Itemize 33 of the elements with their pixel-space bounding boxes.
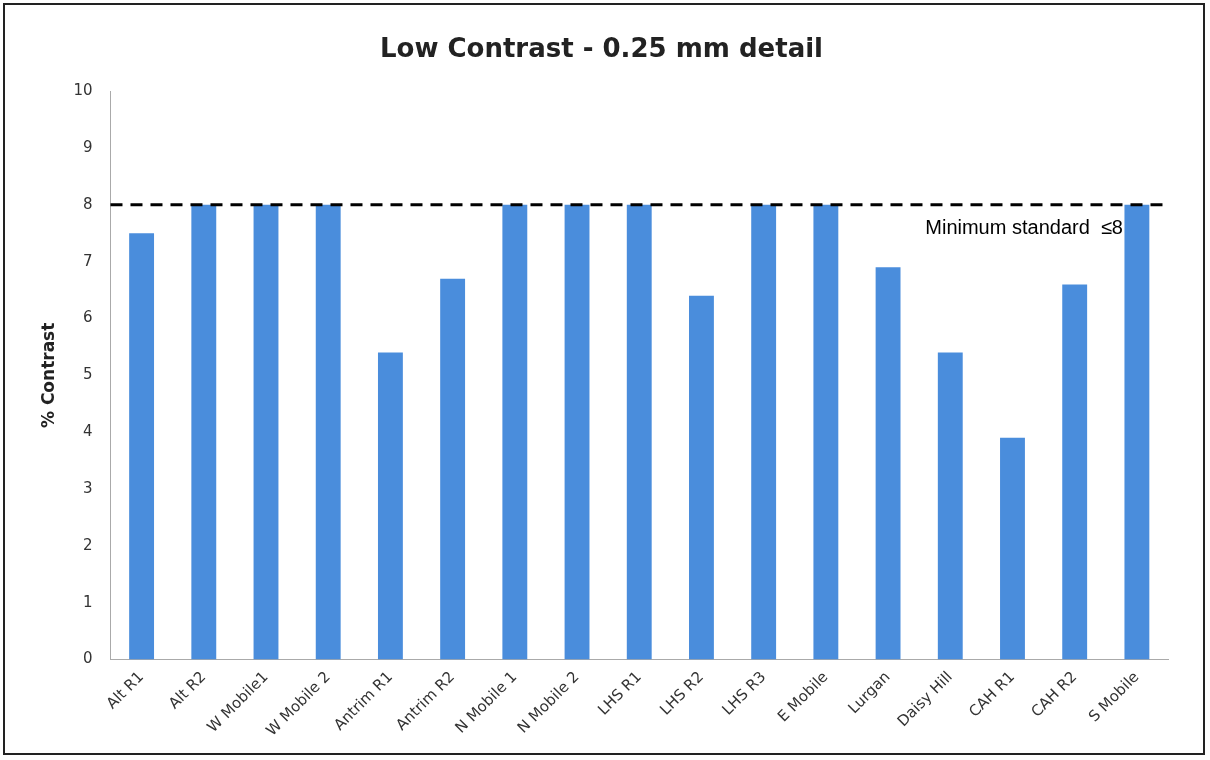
- ref-line-label: Minimum standard ≤8: [925, 216, 1123, 239]
- y-tick-label: 3: [82, 478, 93, 497]
- bar: [129, 233, 155, 660]
- y-tick-label: 7: [82, 251, 93, 270]
- bar: [440, 278, 466, 660]
- bar: [315, 204, 341, 660]
- bar: [875, 267, 901, 660]
- chart-title: Low Contrast - 0.25 mm detail: [379, 33, 824, 64]
- y-tick-label: 2: [82, 535, 93, 554]
- y-tick-label: 5: [82, 365, 93, 384]
- bar: [689, 295, 714, 660]
- bar: [1062, 284, 1088, 660]
- y-tick-label: 4: [82, 422, 93, 441]
- bar: [253, 204, 279, 660]
- y-tick-label: 6: [82, 308, 93, 327]
- bar: [191, 204, 217, 660]
- x-tick-label: Alt R2: [164, 667, 210, 713]
- y-tick-label: 8: [82, 194, 93, 213]
- y-axis-title: % Contrast: [37, 322, 58, 429]
- bar: [626, 204, 652, 660]
- bar: [377, 352, 403, 660]
- y-tick-label: 10: [73, 81, 93, 100]
- bar: [813, 204, 839, 660]
- bar: [1000, 437, 1025, 660]
- y-tick-label: 0: [82, 649, 93, 668]
- y-tick-label: 1: [82, 592, 93, 611]
- bar: [502, 204, 528, 660]
- y-tick-label: 9: [82, 137, 93, 156]
- x-tick-label: Alt R1: [102, 667, 148, 713]
- bar: [1124, 204, 1150, 660]
- bar: [564, 204, 590, 660]
- bar: [937, 352, 963, 660]
- bar: [751, 204, 777, 660]
